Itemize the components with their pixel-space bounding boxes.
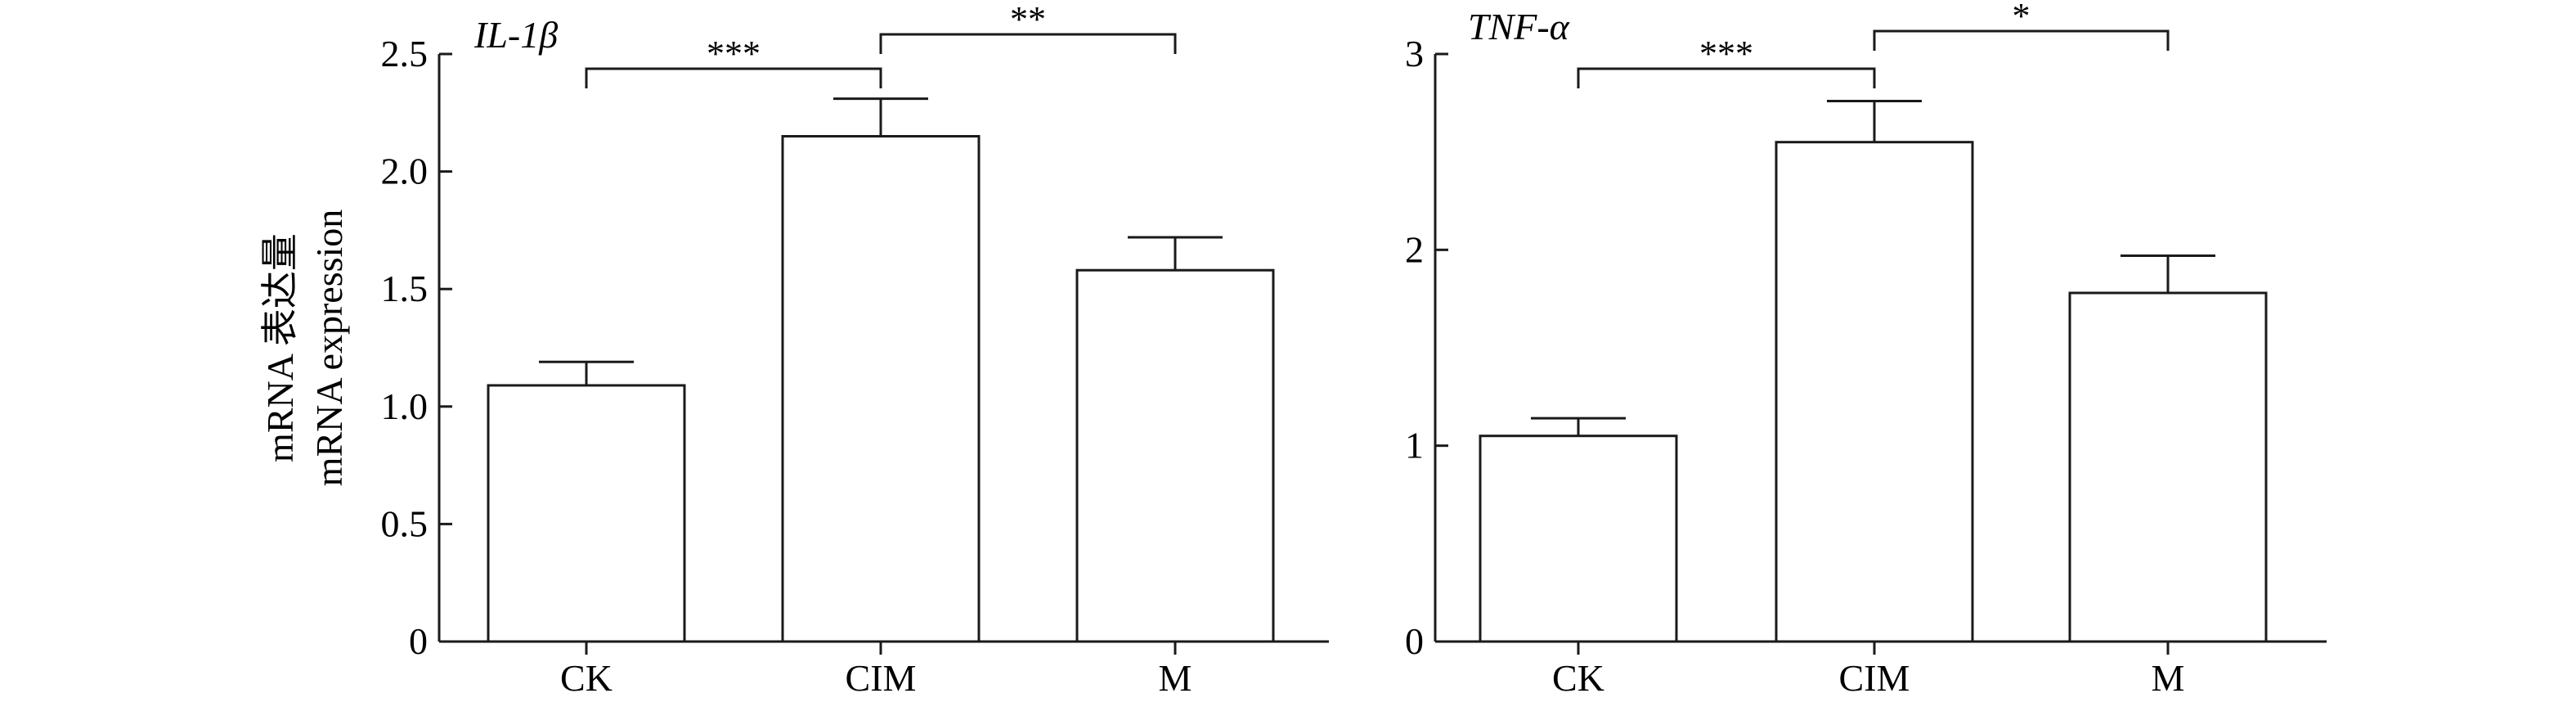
significance-bracket: [879, 33, 1177, 54]
y-tick-label: 0.5: [381, 502, 429, 544]
significance-label: **: [1010, 0, 1046, 39]
bar-m: [2068, 291, 2268, 643]
y-tick-label: 2.0: [381, 151, 429, 192]
x-tick-label: CK: [1552, 657, 1604, 699]
y-tick-label: 1: [1405, 425, 1424, 466]
panel-title: TNF-α: [1468, 6, 1570, 47]
y-tick-label: 2: [1405, 228, 1424, 270]
y-tick-label: 1.5: [381, 268, 429, 309]
significance-bracket: [1577, 67, 1876, 88]
x-tick-label: CIM: [846, 657, 917, 699]
bar-cim: [781, 135, 981, 643]
bar-m: [1075, 268, 1275, 643]
y-tick-label: 1.0: [381, 385, 429, 427]
x-tick-label: M: [2152, 657, 2185, 699]
significance-bracket: [1873, 29, 2170, 51]
y-tick-label: 0: [409, 620, 428, 662]
y-tick-label: 3: [1405, 33, 1424, 74]
y-axis-label: mRNA 表达量: [259, 233, 301, 462]
x-tick-label: CK: [560, 657, 613, 699]
bar-ck: [1479, 435, 1678, 643]
panel-title: IL-1β: [473, 14, 558, 56]
significance-label: ***: [707, 34, 761, 74]
x-tick-label: M: [1159, 657, 1192, 699]
x-tick-label: CIM: [1839, 657, 1910, 699]
bar-cim: [1775, 141, 1974, 643]
bar-ck: [487, 384, 686, 643]
y-axis-label: mRNA expression: [308, 209, 350, 487]
significance-bracket: [585, 67, 882, 88]
significance-label: ***: [1699, 34, 1753, 74]
y-tick-label: 2.5: [381, 33, 429, 74]
y-tick-label: 0: [1405, 620, 1424, 662]
significance-label: *: [2013, 0, 2031, 36]
